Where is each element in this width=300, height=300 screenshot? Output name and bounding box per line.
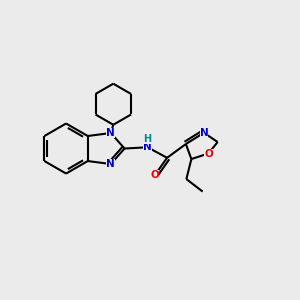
Text: N: N (106, 128, 115, 138)
Text: O: O (151, 170, 160, 180)
Text: O: O (204, 148, 213, 158)
Text: N: N (143, 142, 152, 152)
Text: N: N (200, 128, 208, 138)
Text: N: N (106, 159, 115, 169)
Text: H: H (143, 134, 152, 144)
